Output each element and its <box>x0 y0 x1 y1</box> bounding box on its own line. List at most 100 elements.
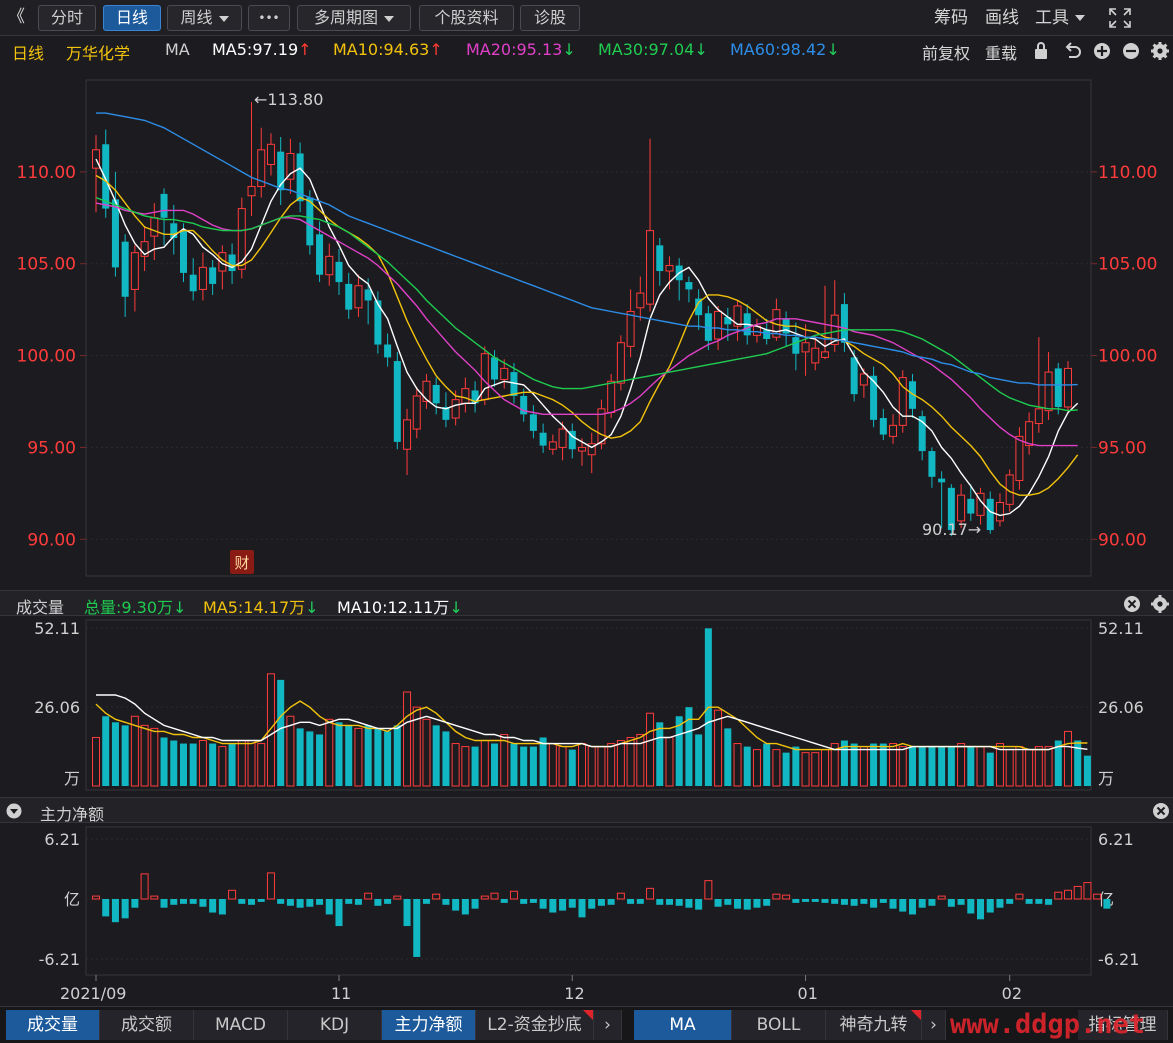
flow-bar <box>568 899 576 908</box>
multi-period-button[interactable]: 多周期图 <box>297 5 411 31</box>
volume-tick-label-left: 26.06 <box>34 698 80 717</box>
volume-bar <box>675 716 683 786</box>
tab-l2-bottom[interactable]: L2-资金抄底 <box>476 1010 594 1040</box>
settings-icon[interactable] <box>1151 595 1169 613</box>
reload-button[interactable]: 重载 <box>985 44 1018 63</box>
candle-body <box>198 266 207 290</box>
tab-magic-nine[interactable]: 神奇九转 <box>826 1010 922 1040</box>
volume-bar <box>1025 749 1034 787</box>
flow-bar <box>753 899 761 908</box>
volume-bar <box>597 746 606 787</box>
volume-bar <box>558 746 567 787</box>
scroll-right-icon[interactable]: › <box>594 1010 622 1040</box>
candle-body <box>179 230 187 273</box>
diagnose-button[interactable]: 诊股 <box>520 5 580 31</box>
more-button[interactable]: ••• <box>248 5 290 31</box>
indicator-name[interactable]: MA <box>165 40 190 59</box>
volume-bar <box>209 743 217 786</box>
candle-body <box>889 424 898 437</box>
candle-body <box>587 443 596 456</box>
flow-bar <box>480 895 489 900</box>
volume-bar <box>335 722 343 786</box>
flow-bar <box>714 899 722 907</box>
close-icon[interactable] <box>1124 596 1140 612</box>
volume-y-axis: 52.11 52.11 26.06 26.06 万 万 <box>34 619 1144 788</box>
tab-rixian[interactable]: 日线 <box>103 5 161 31</box>
flow-bar <box>879 899 887 903</box>
zoom-in-icon[interactable] <box>1094 43 1110 59</box>
candle-body <box>1015 435 1024 481</box>
tools-button[interactable]: 工具 <box>1035 6 1085 30</box>
flow-tick-label-left: 6.21 <box>44 830 80 849</box>
finance-badge[interactable]: 财 <box>230 550 254 574</box>
price-chart[interactable]: 110.00 110.00 105.00 105.00 100.00 100.00 95.0… <box>0 64 1173 592</box>
collapse-icon[interactable] <box>6 803 22 819</box>
indicator-manage-button[interactable]: 指标管理 <box>1078 1010 1168 1040</box>
tab-main-flow[interactable]: 主力净额 <box>382 1010 476 1040</box>
volume-title[interactable]: 成交量 <box>16 598 65 617</box>
candle-body <box>928 451 936 477</box>
scroll-right-icon[interactable]: › <box>922 1010 946 1040</box>
volume-bar <box>1064 730 1072 787</box>
flow-bar <box>1006 899 1014 904</box>
settings-icon[interactable] <box>1151 42 1169 60</box>
flow-bar <box>277 899 285 904</box>
volume-bar <box>947 746 955 786</box>
zoom-out-icon[interactable] <box>1123 43 1139 59</box>
flow-bar <box>432 893 441 900</box>
volume-bar <box>92 736 100 787</box>
volume-bar <box>792 746 800 786</box>
tab-kdj[interactable]: KDJ <box>288 1010 382 1040</box>
ma-line-ma10 <box>95 174 1079 496</box>
volume-bar <box>286 715 295 787</box>
volume-bar <box>150 727 159 787</box>
candle-body <box>121 241 129 297</box>
flow-bar <box>996 899 1004 908</box>
back-icon[interactable]: 《 <box>8 7 25 27</box>
candle-body <box>1064 367 1072 408</box>
volume-ma10: MA10:12.11万↓ <box>337 594 463 618</box>
close-icon[interactable] <box>1152 802 1170 820</box>
volume-bar <box>354 727 363 787</box>
flow-bar <box>947 899 955 907</box>
tab-boll[interactable]: BOLL <box>732 1010 826 1040</box>
flow-bar <box>286 899 294 906</box>
tab-zhouxian[interactable]: 周线 <box>167 5 242 31</box>
volume-bar <box>752 749 761 787</box>
price-tick-label-right: 90.00 <box>1098 530 1147 550</box>
flow-bar <box>831 899 839 904</box>
ma-line-ma5 <box>95 158 1079 517</box>
tab-volume[interactable]: 成交量 <box>6 1010 100 1040</box>
lock-icon[interactable] <box>1035 42 1047 59</box>
volume-bar <box>189 743 197 786</box>
volume-bar <box>626 736 635 787</box>
chip-distribution-button[interactable]: 筹码 <box>934 8 968 28</box>
flow-bar <box>607 899 615 905</box>
tab-fenshi[interactable]: 分时 <box>38 5 96 31</box>
volume-bar <box>461 746 470 787</box>
volume-chart[interactable]: 52.11 52.11 26.06 26.06 万 万 <box>0 616 1173 796</box>
flow-bar <box>150 895 159 900</box>
stock-info-button[interactable]: 个股资料 <box>419 5 514 31</box>
candle-body <box>957 494 966 522</box>
tab-turnover[interactable]: 成交额 <box>100 1010 194 1040</box>
volume-bar <box>1034 746 1043 787</box>
flow-bar <box>578 899 586 918</box>
volume-bar <box>451 743 460 787</box>
tab-macd[interactable]: MACD <box>194 1010 288 1040</box>
volume-bar <box>636 733 645 787</box>
flow-title[interactable]: 主力净额 <box>40 805 105 824</box>
volume-bar <box>918 746 926 786</box>
undo-icon[interactable] <box>1065 42 1081 58</box>
tab-ma[interactable]: MA <box>634 1010 732 1040</box>
flow-bar <box>413 899 421 957</box>
candle-body <box>345 283 353 310</box>
adjust-button[interactable]: 前复权 <box>922 44 971 63</box>
volume-bar <box>665 736 674 787</box>
expand-icon[interactable] <box>1108 7 1132 29</box>
volume-bar <box>403 691 412 787</box>
volume-bar <box>121 725 129 786</box>
draw-line-button[interactable]: 画线 <box>985 8 1019 28</box>
candle-body <box>646 230 655 305</box>
